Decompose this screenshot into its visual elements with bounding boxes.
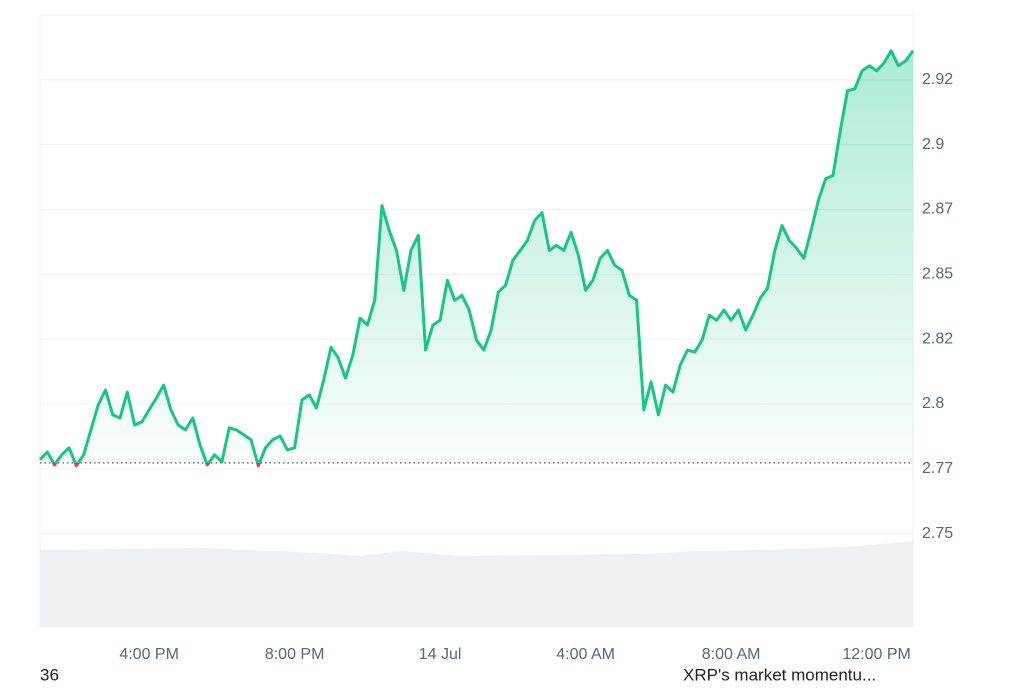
- area: [40, 50, 913, 463]
- volume-area: [40, 541, 913, 627]
- y-tick-label: 2.85: [922, 266, 953, 283]
- x-tick-label: 8:00 PM: [265, 646, 325, 663]
- footer-left: 36: [40, 665, 59, 683]
- y-tick-label: 2.9: [922, 136, 944, 153]
- footer-right: XRP's market momentu...: [683, 665, 876, 683]
- y-tick-label: 2.87: [922, 201, 953, 218]
- y-tick-label: 2.75: [922, 525, 953, 542]
- y-tick-label: 2.77: [922, 460, 953, 477]
- y-tick-label: 2.92: [922, 71, 953, 88]
- x-tick-label: 12:00 PM: [842, 646, 910, 663]
- y-tick-label: 2.8: [922, 395, 944, 412]
- y-tick-label: 2.82: [922, 330, 953, 347]
- x-tick-label: 4:00 PM: [119, 646, 179, 663]
- x-tick-label: 4:00 AM: [556, 646, 615, 663]
- x-tick-label: 14 Jul: [419, 646, 462, 663]
- price-line-up: [38, 49, 915, 463]
- x-tick-label: 8:00 AM: [702, 646, 761, 663]
